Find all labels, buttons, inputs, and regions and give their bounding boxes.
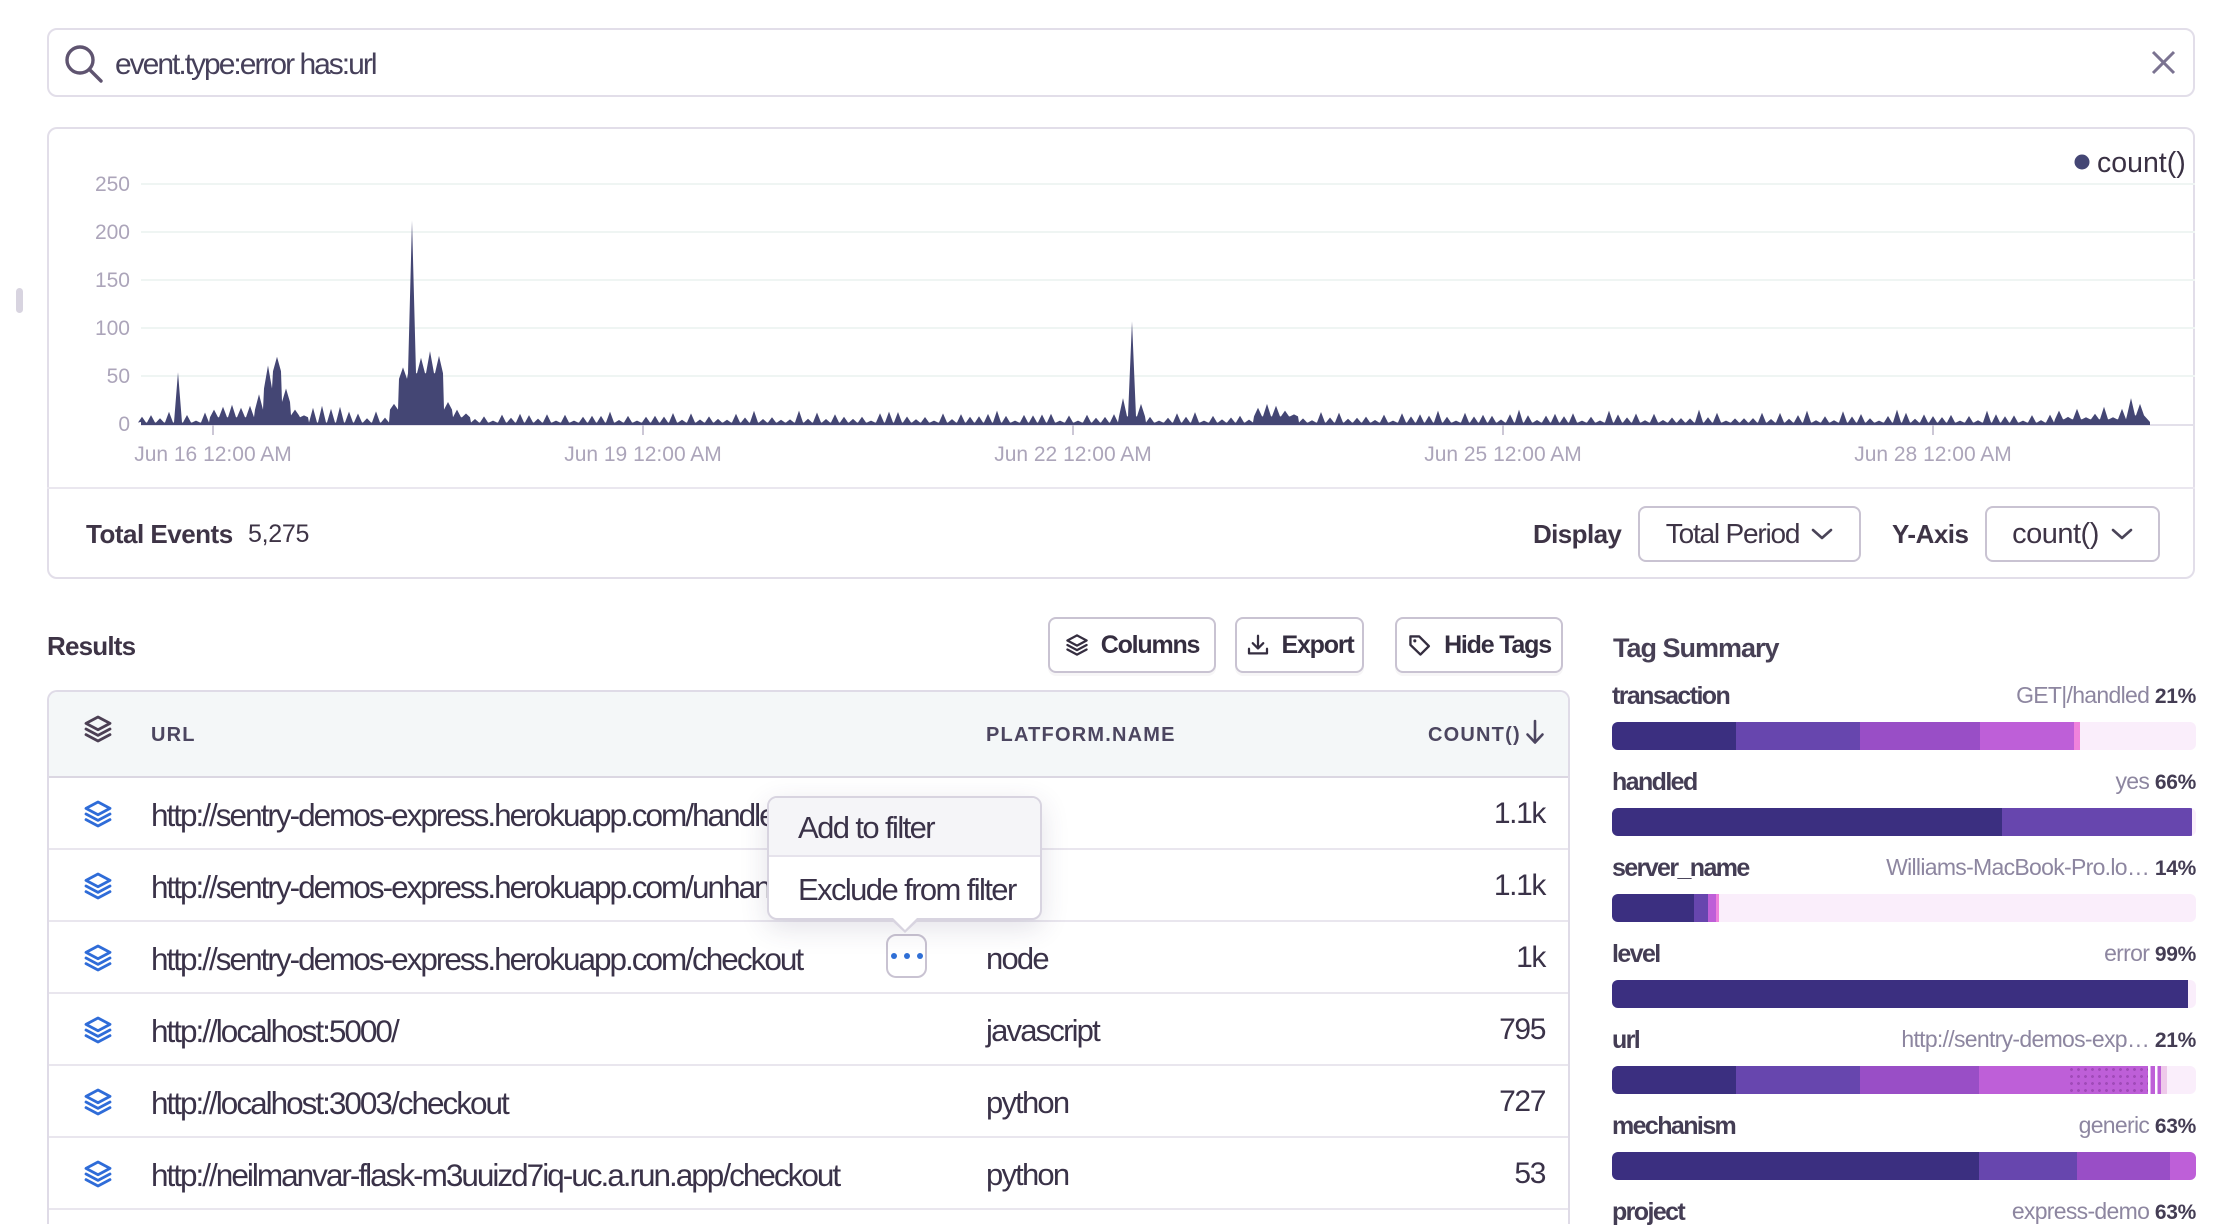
svg-text:Jun 22 12:00 AM: Jun 22 12:00 AM [994,443,1152,466]
svg-text:200: 200 [95,221,130,244]
svg-text:Jun 28 12:00 AM: Jun 28 12:00 AM [1854,443,2012,466]
svg-text:Jun 16 12:00 AM: Jun 16 12:00 AM [134,443,292,466]
svg-text:50: 50 [107,365,130,388]
svg-text:250: 250 [95,173,130,196]
svg-text:150: 150 [95,269,130,292]
svg-text:Jun 25 12:00 AM: Jun 25 12:00 AM [1424,443,1582,466]
svg-text:0: 0 [118,413,130,436]
svg-text:100: 100 [95,317,130,340]
svg-text:count(): count() [2097,147,2186,179]
svg-text:Jun 19 12:00 AM: Jun 19 12:00 AM [564,443,722,466]
